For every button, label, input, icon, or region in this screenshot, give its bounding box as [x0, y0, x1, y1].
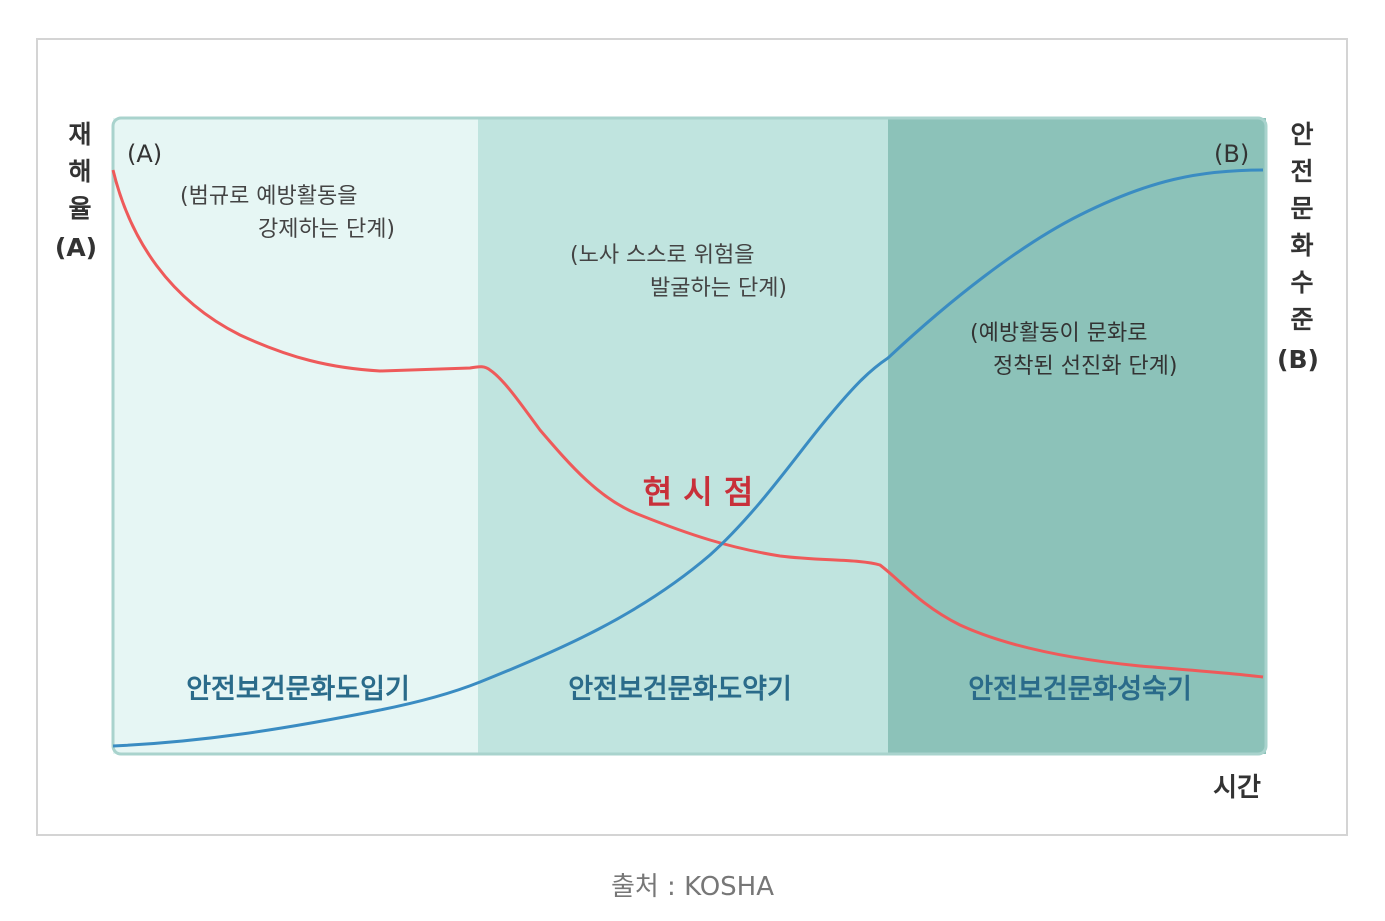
- right-axis-label-7: (B): [1277, 345, 1319, 374]
- right-axis-label-6: 준: [1290, 305, 1313, 334]
- curve-a-marker: (A): [127, 140, 162, 168]
- right-axis-label-2: 전: [1290, 157, 1313, 186]
- stage-intro-desc-line1: (범규로 예방활동을: [180, 184, 358, 209]
- stage-intro-name: 안전보건문화도입기: [186, 674, 410, 705]
- curve-b-marker: (B): [1214, 140, 1249, 168]
- left-axis-label-2: 해: [68, 157, 91, 186]
- stage-leap-desc-line1: (노사 스스로 위험을: [570, 243, 755, 268]
- stage-intro-desc-line2: 강제하는 단계): [258, 217, 395, 242]
- right-axis-label-5: 수: [1290, 268, 1313, 297]
- safety-culture-curve: [112, 168, 1264, 748]
- source-caption: 출처 : KOSHA: [610, 872, 775, 902]
- stage-mature-background: [888, 118, 1266, 754]
- right-axis-label-3: 문: [1290, 194, 1313, 223]
- stage-mature-desc-line1: (예방활동이 문화로: [970, 321, 1148, 346]
- left-axis-label-1: 재: [68, 120, 91, 149]
- stage-intro-background: [113, 118, 478, 754]
- right-axis-label-1: 안: [1290, 120, 1313, 149]
- stage-mature-desc-line2: 정착된 선진화 단계): [993, 354, 1178, 379]
- right-axis-label-4: 화: [1290, 231, 1313, 260]
- stage-leap-desc-line2: 발굴하는 단계): [650, 276, 787, 301]
- current-point-label: 현 시 점: [643, 473, 754, 511]
- stage-mature-name: 안전보건문화성숙기: [968, 674, 1192, 705]
- x-axis-label: 시간: [1213, 773, 1261, 803]
- plot-border: [111, 116, 1268, 756]
- left-axis-label-3: 율: [68, 194, 91, 223]
- stage-leap-name: 안전보건문화도약기: [568, 674, 792, 705]
- accident-rate-curve: [111, 169, 1264, 679]
- left-axis-label-4: (A): [55, 233, 97, 262]
